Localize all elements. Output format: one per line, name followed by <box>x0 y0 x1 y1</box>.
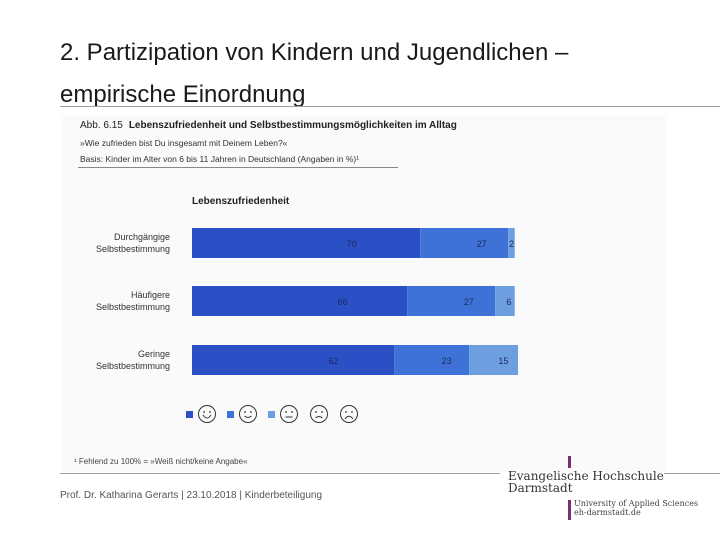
logo-name-line2: Darmstadt <box>508 481 573 495</box>
figure-footnote: ¹ Fehlend zu 100% = »Weiß nicht/keine An… <box>74 457 248 466</box>
category-label: Selbstbestimmung <box>96 244 170 254</box>
bar-segment <box>192 286 408 316</box>
stacked-bar-chart: Lebenszufriedenheit Durchgängige Selbstbes… <box>96 196 518 375</box>
data-label: 70 <box>347 239 357 249</box>
bar-segment <box>407 286 496 316</box>
logo-sub-line2: eh-darmstadt.de <box>574 508 641 517</box>
legend-item <box>268 404 299 424</box>
data-label: 2 <box>509 239 514 249</box>
figure-label: Abb. 6.15 <box>80 120 123 131</box>
logo-accent-bar-top <box>568 456 571 468</box>
data-label: 62 <box>328 356 338 366</box>
category-label: Durchgängige <box>114 232 170 242</box>
institution-logo: Evangelische Hochschule Darmstadt Univer… <box>508 456 708 526</box>
title-divider <box>60 106 720 107</box>
category-label: Geringe <box>138 349 170 359</box>
legend-item <box>339 404 359 424</box>
bar-segment <box>394 345 470 375</box>
logo-name-line1: Evangelische Hochschule <box>508 469 664 483</box>
bar-segment <box>495 286 515 316</box>
legend-swatch <box>227 410 234 418</box>
footer-text: Prof. Dr. Katharina Gerarts | 23.10.2018… <box>60 490 323 501</box>
logo-sub-line1: University of Applied Sciences <box>574 499 699 508</box>
bar-segment <box>508 228 515 258</box>
data-label: 15 <box>498 356 508 366</box>
legend-swatch <box>186 410 193 418</box>
data-label: 23 <box>442 356 452 366</box>
footer-divider-left <box>60 473 500 474</box>
logo-accent-bar-bottom <box>568 500 571 520</box>
legend-item <box>186 404 217 424</box>
category-label: Selbstbestimmung <box>96 302 170 312</box>
data-label: 6 <box>506 297 511 307</box>
legend-item <box>309 404 329 424</box>
very-unhappy-face-icon <box>340 405 358 423</box>
figure-title: Lebenszufriedenheit und Selbstbestimmung… <box>128 120 457 131</box>
category-label: Selbstbestimmung <box>96 361 170 371</box>
unhappy-face-icon <box>310 405 328 423</box>
data-label: 27 <box>464 297 474 307</box>
logo-subtitle: University of Applied Sciences eh-darmst… <box>574 499 698 517</box>
bar-segment <box>420 228 509 258</box>
figure-question: »Wie zufrieden bist Du insgesamt mit Dei… <box>80 138 288 148</box>
slide-title: 2. Partizipation von Kindern und Jugendl… <box>60 39 569 108</box>
neutral-face-icon <box>280 405 298 423</box>
category-label: Häufigere <box>131 290 170 300</box>
very-happy-face-icon <box>198 405 216 423</box>
bar-segment <box>192 228 421 258</box>
chart-legend <box>186 402 369 426</box>
figure-heading: Abb. 6.15 Lebenszufriedenheit und Selbstb… <box>80 120 457 131</box>
happy-face-icon <box>239 405 257 423</box>
legend-swatch <box>268 410 275 418</box>
figure-divider <box>78 167 398 168</box>
chart-title: Lebenszufriedenheit <box>192 196 290 207</box>
footer-divider-right <box>664 473 720 474</box>
legend-item <box>227 404 258 424</box>
logo-name: Evangelische Hochschule Darmstadt <box>508 470 664 494</box>
bar-segment <box>469 345 518 375</box>
data-label: 66 <box>338 297 348 307</box>
bar-segment <box>192 345 395 375</box>
figure-basis: Basis: Kinder im Alter von 6 bis 11 Jahr… <box>80 154 360 164</box>
data-label: 27 <box>477 239 487 249</box>
